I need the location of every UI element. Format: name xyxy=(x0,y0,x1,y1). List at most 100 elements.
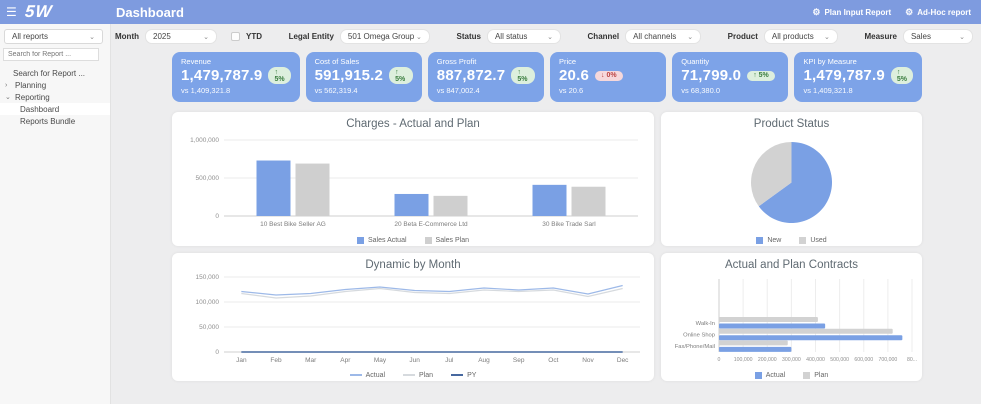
kpi-change-badge: ↑ 5% xyxy=(747,70,775,81)
svg-text:Apr: Apr xyxy=(340,357,351,364)
legend-item[interactable]: Actual xyxy=(349,371,386,379)
reports-dropdown-value: All reports xyxy=(12,32,49,41)
product-label: Product xyxy=(727,32,758,41)
svg-text:May: May xyxy=(374,357,387,364)
legal-entity-value: 501 Omega Group xyxy=(347,32,415,41)
svg-text:50,000: 50,000 xyxy=(199,324,219,331)
kpi-title: KPI by Measure xyxy=(803,57,857,66)
chevron-down-icon: ⌄ xyxy=(824,33,830,41)
chevron-down-icon: ⌄ xyxy=(5,94,11,101)
channel-select[interactable]: All channels ⌄ xyxy=(625,29,702,44)
kpi-tile-gross-profit[interactable]: Gross Profit 887,872.7 ↑ 5% vs 847,002.4 xyxy=(427,52,544,102)
chevron-down-icon: ⌄ xyxy=(959,33,965,41)
tree-item-planning[interactable]: › Planning xyxy=(0,79,110,91)
kpi-comparison: vs 68,380.0 xyxy=(681,86,720,95)
charges-legend: Sales Actual Sales Plan xyxy=(172,234,654,246)
svg-text:80...: 80... xyxy=(907,357,917,363)
svg-text:Fax/Phone/Mail: Fax/Phone/Mail xyxy=(675,344,715,350)
svg-text:400,000: 400,000 xyxy=(806,357,825,363)
kpi-tile-price[interactable]: Price 20.6 ↓ 0% vs 20.6 xyxy=(550,52,667,102)
ad-hoc-report-label: Ad-Hoc report xyxy=(917,7,971,17)
kpi-title: Gross Profit xyxy=(436,57,477,66)
hamburger-menu-icon[interactable]: ☰ xyxy=(6,5,17,19)
svg-text:30 Bike Trade Sarl: 30 Bike Trade Sarl xyxy=(542,221,596,228)
legend-swatch-icon xyxy=(803,371,811,379)
legend-label: New xyxy=(767,236,782,244)
ad-hoc-report-button[interactable]: ⚙ Ad-Hoc report xyxy=(905,7,971,18)
legend-swatch-icon xyxy=(754,371,762,379)
filter-legal-entity: Legal Entity 501 Omega Group ⌄ xyxy=(289,29,430,44)
plan-input-report-button[interactable]: ⚙ Plan Input Report xyxy=(812,7,891,18)
status-value: All status xyxy=(494,32,528,41)
ytd-checkbox[interactable] xyxy=(231,32,240,41)
product-status-legend: New Used xyxy=(661,234,922,246)
filter-status: Status All status ⌄ xyxy=(457,29,561,44)
legend-item[interactable]: Actual xyxy=(754,371,786,379)
chart-card-contracts: Actual and Plan Contracts 0 100,000 200,00… xyxy=(661,253,922,381)
svg-text:100,000: 100,000 xyxy=(734,357,753,363)
measure-label: Measure xyxy=(864,32,897,41)
legend-label: Actual xyxy=(365,371,386,379)
tree-item-reporting[interactable]: ⌄ Reporting xyxy=(0,91,110,103)
svg-text:20 Beta E-Commerce Ltd: 20 Beta E-Commerce Ltd xyxy=(394,221,468,228)
chart-card-charges: Charges - Actual and Plan 0 500,000 1,000,… xyxy=(172,112,654,246)
tree-item-reports-bundle[interactable]: Reports Bundle xyxy=(0,115,110,127)
reports-bundle-label: Reports Bundle xyxy=(20,116,76,126)
kpi-value: 591,915.2 xyxy=(314,67,384,84)
svg-text:100,000: 100,000 xyxy=(196,299,220,306)
dynamic-line-chart[interactable]: 0 50,000 100,000 150,000 Jan Feb Mar Apr May Jun J… xyxy=(172,273,654,369)
kpi-tile-kpi-by-measure[interactable]: KPI by Measure 1,479,787.9 ↑ 5% vs 1,409,… xyxy=(794,52,922,102)
legend-label: Plan xyxy=(419,371,434,379)
legend-item[interactable]: Sales Actual xyxy=(357,236,407,244)
filter-bar: Month 2025 ⌄ YTD Legal Entity 501 Omega … xyxy=(111,24,981,49)
reports-filter-dropdown[interactable]: All reports ⌄ xyxy=(4,29,103,44)
status-select[interactable]: All status ⌄ xyxy=(486,29,561,44)
legend-item[interactable]: Plan xyxy=(403,372,433,379)
month-select[interactable]: 2025 ⌄ xyxy=(145,29,217,44)
hbar-chart-svg: 0 100,000 200,000 300,000 400,000 500,000 600,… xyxy=(675,279,917,363)
legend-item[interactable]: Used xyxy=(799,236,827,244)
kpi-tile-quantity[interactable]: Quantity 71,799.0 ↑ 5% vs 68,380.0 xyxy=(672,52,789,102)
svg-text:0: 0 xyxy=(215,349,219,356)
kpi-change-badge: ↓ 0% xyxy=(595,70,623,81)
contracts-hbar-chart[interactable]: 0 100,000 200,000 300,000 400,000 500,000 600,… xyxy=(661,273,922,369)
legal-entity-select[interactable]: 501 Omega Group ⌄ xyxy=(339,29,430,44)
month-label: Month xyxy=(115,32,139,41)
report-search-input[interactable] xyxy=(3,48,99,61)
chart-title-product-status: Product Status xyxy=(753,118,830,130)
charts-area: Charges - Actual and Plan 0 500,000 1,000,… xyxy=(172,112,922,388)
tree-item-search[interactable]: Search for Report ... xyxy=(0,67,110,79)
gear-icon: ⚙ xyxy=(812,6,821,17)
gear-icon: ⚙ xyxy=(905,6,914,17)
legend-item[interactable]: Plan xyxy=(803,371,828,379)
ytd-label: YTD xyxy=(246,32,262,41)
chart-title-dynamic: Dynamic by Month xyxy=(365,259,461,271)
svg-text:150,000: 150,000 xyxy=(196,274,220,281)
kpi-change-badge: ↑ 5% xyxy=(890,67,913,84)
kpi-change-badge: ↑ 5% xyxy=(268,67,291,84)
filter-product: Product All products ⌄ xyxy=(728,29,838,44)
kpi-tile-revenue[interactable]: Revenue 1,479,787.9 ↑ 5% vs 1,409,321.8 xyxy=(172,52,300,102)
svg-text:10 Best Bike Seller AG: 10 Best Bike Seller AG xyxy=(260,221,326,228)
kpi-comparison: vs 847,002.4 xyxy=(436,86,480,95)
kpi-title: Quantity xyxy=(681,57,710,66)
svg-text:Mar: Mar xyxy=(305,357,317,364)
legend-item[interactable]: Sales Plan xyxy=(424,236,469,244)
charges-bar-chart[interactable]: 0 500,000 1,000,000 10 Best Bike Seller AG 2… xyxy=(172,132,654,234)
tree-item-dashboard[interactable]: Dashboard xyxy=(0,103,110,115)
kpi-tile-cost-of-sales[interactable]: Cost of Sales 591,915.2 ↑ 5% vs 562,319.4 xyxy=(305,52,422,102)
product-select[interactable]: All products ⌄ xyxy=(763,29,838,44)
chevron-down-icon: ⌄ xyxy=(416,33,422,41)
kpi-title: Revenue xyxy=(181,57,212,66)
measure-select[interactable]: Sales ⌄ xyxy=(902,29,973,44)
legend-label: Actual xyxy=(765,371,786,379)
kpi-value: 1,479,787.9 xyxy=(803,67,885,84)
svg-text:0: 0 xyxy=(215,213,219,220)
legend-item[interactable]: PY xyxy=(451,372,476,379)
legend-item[interactable]: New xyxy=(756,236,782,244)
legend-label: Sales Actual xyxy=(368,236,407,244)
filter-measure: Measure Sales ⌄ xyxy=(864,29,973,44)
legal-entity-label: Legal Entity xyxy=(288,32,334,41)
product-status-pie-chart[interactable] xyxy=(661,132,922,234)
app-logo: 5W xyxy=(23,2,54,21)
